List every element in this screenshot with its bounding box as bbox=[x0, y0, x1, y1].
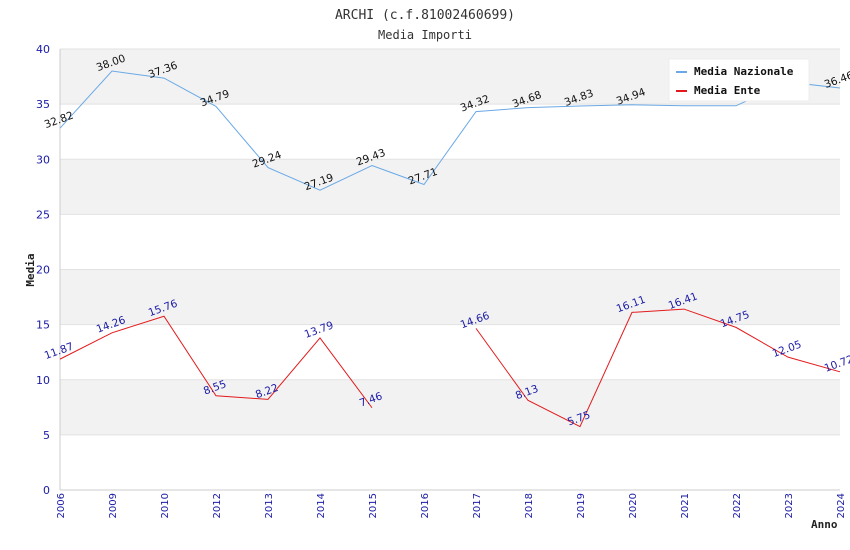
y-tick-label: 30 bbox=[36, 153, 50, 166]
grid-band bbox=[60, 434, 840, 490]
x-tick-label: 2019 bbox=[576, 493, 587, 518]
y-tick-label: 0 bbox=[43, 484, 50, 497]
x-tick-label: 2006 bbox=[56, 493, 67, 518]
x-tick-label: 2016 bbox=[420, 493, 431, 518]
x-tick-label: 2013 bbox=[264, 493, 275, 518]
chart-title: ARCHI (c.f.81002460699) bbox=[335, 8, 515, 23]
y-tick-label: 25 bbox=[36, 208, 50, 221]
y-axis-label: Media bbox=[24, 253, 37, 286]
chart-subtitle: Media Importi bbox=[378, 28, 472, 42]
x-axis-ticks: 2006 2009 2010 2012 2013 2014 2015 2016 2017 2018… bbox=[56, 493, 847, 518]
y-tick-label: 10 bbox=[36, 374, 50, 387]
x-tick-label: 2022 bbox=[732, 493, 743, 518]
x-tick-label: 2014 bbox=[316, 493, 327, 518]
legend-label-ente: Media Ente bbox=[694, 84, 761, 97]
y-tick-label: 5 bbox=[43, 429, 50, 442]
legend-label-nazionale: Media Nazionale bbox=[694, 65, 794, 78]
y-tick-label: 40 bbox=[36, 43, 50, 56]
y-tick-label: 35 bbox=[36, 98, 50, 111]
grid-band bbox=[60, 159, 840, 215]
series-lines bbox=[59, 70, 841, 428]
x-tick-label: 2010 bbox=[160, 493, 171, 518]
series-line-media-ente bbox=[475, 308, 841, 428]
x-tick-label: 2023 bbox=[784, 493, 795, 518]
x-tick-label: 2020 bbox=[628, 493, 639, 518]
legend-box bbox=[668, 58, 810, 102]
x-tick-label: 2009 bbox=[108, 493, 119, 518]
legend: Media Nazionale Media Ente bbox=[668, 58, 810, 102]
y-tick-label: 15 bbox=[36, 319, 50, 332]
grid-band bbox=[60, 324, 840, 380]
x-tick-label: 2021 bbox=[680, 493, 691, 518]
y-tick-label: 20 bbox=[36, 264, 50, 277]
grid-band bbox=[60, 104, 840, 160]
grid-band bbox=[60, 269, 840, 325]
series-line-media-nazionale bbox=[59, 70, 841, 191]
x-tick-label: 2015 bbox=[368, 493, 379, 518]
grid-band bbox=[60, 214, 840, 270]
x-tick-label: 2012 bbox=[212, 493, 223, 518]
x-axis-label: Anno bbox=[811, 518, 838, 531]
grid-bands bbox=[60, 49, 840, 490]
series-line-media-ente bbox=[59, 315, 373, 409]
x-tick-label: 2018 bbox=[524, 493, 535, 518]
y-axis-ticks: 0 5 10 15 20 25 30 35 40 bbox=[36, 43, 50, 497]
grid-band bbox=[60, 379, 840, 435]
x-tick-label: 2024 bbox=[836, 493, 847, 518]
x-tick-label: 2017 bbox=[472, 493, 483, 518]
